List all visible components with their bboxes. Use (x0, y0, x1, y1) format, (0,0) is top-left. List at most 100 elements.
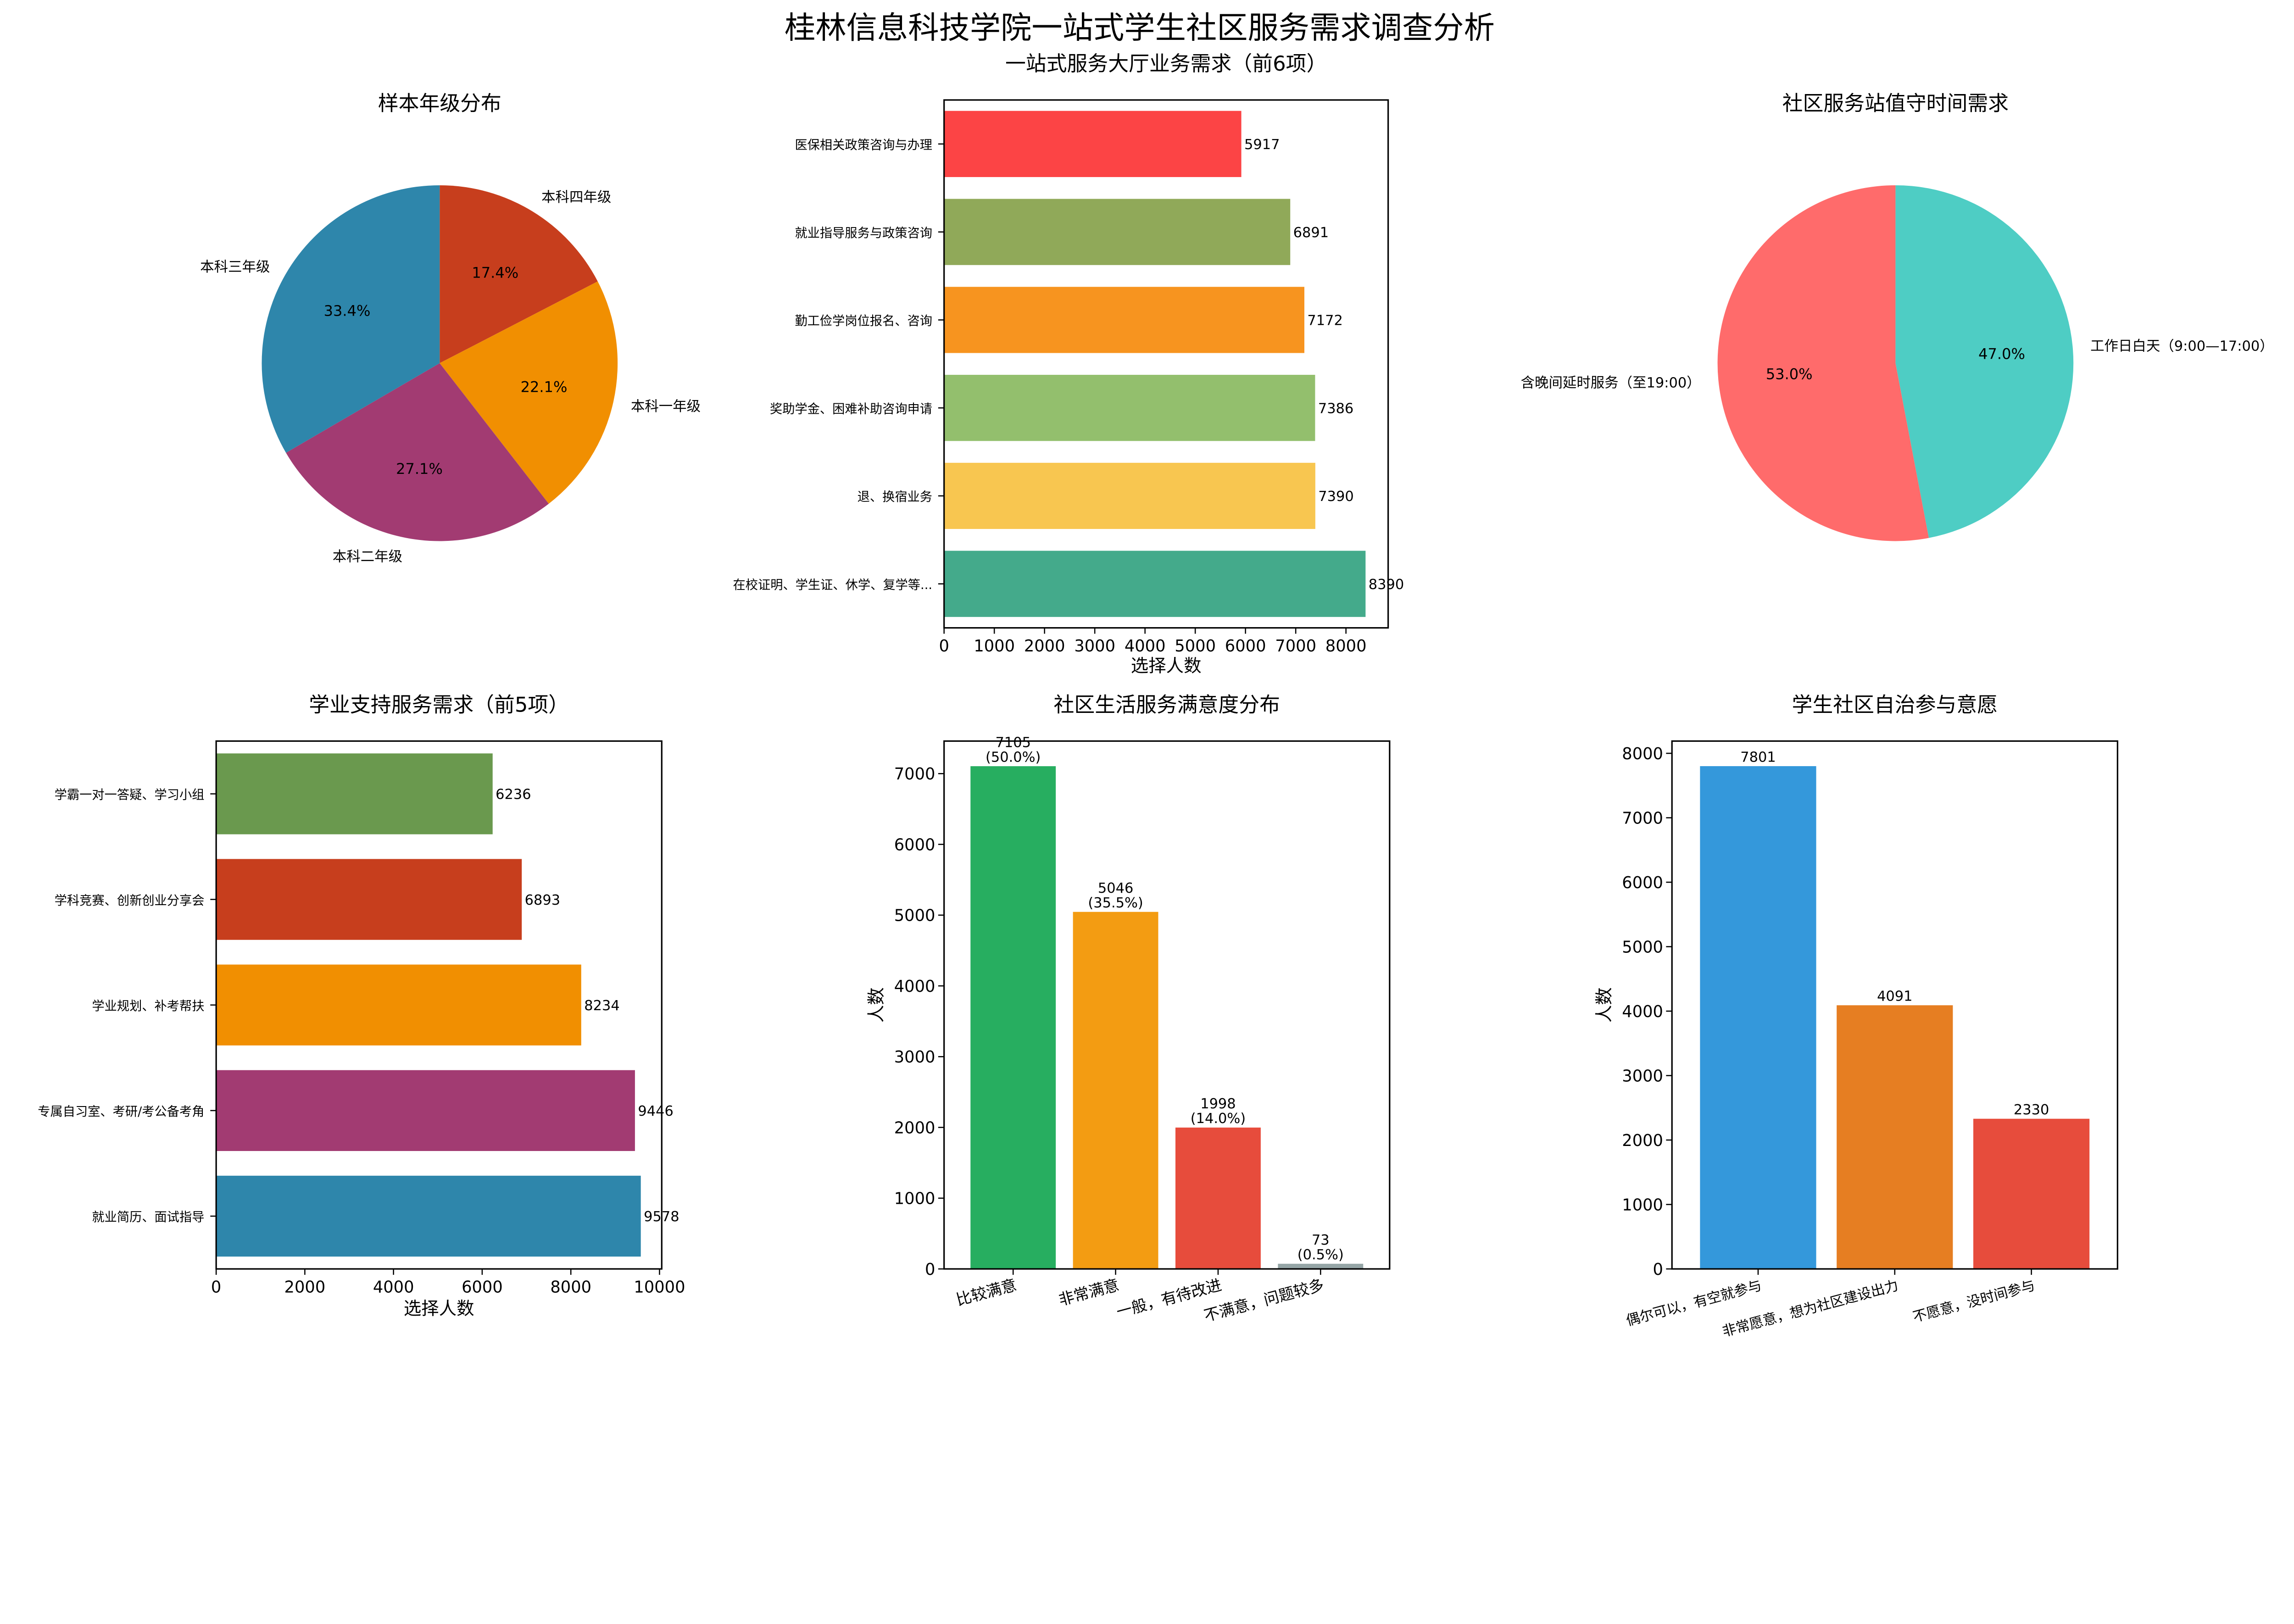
slice-label: 本科四年级 (541, 189, 611, 206)
y-tick-label: 在校证明、学生证、休学、复学等... (733, 578, 932, 592)
bar-value-label: 8234 (584, 998, 619, 1014)
bar (216, 964, 581, 1046)
y-tick-label: 就业简历、面试指导 (92, 1210, 204, 1224)
axes-frame (943, 740, 1391, 1270)
bar-value-label: 8390 (1369, 577, 1404, 593)
y-tick-label: 就业指导服务与政策咨询 (795, 226, 932, 240)
bar-value-label: 7105 (995, 734, 1030, 751)
bar-value-label: 9446 (638, 1103, 673, 1119)
bar (1837, 1005, 1953, 1269)
horizontal-bar-chart: 学业支持服务需求（前5项） 6236 学霸一对一答疑、学习小组 6893 学科竞赛、创新… (38, 692, 685, 1319)
bar-value-label: 6236 (496, 787, 531, 803)
bar (944, 111, 1242, 177)
x-tick-label: 0 (211, 1278, 221, 1296)
x-tick-label: 5000 (1175, 637, 1216, 656)
bar (1073, 912, 1158, 1269)
vertical-bar-chart: 社区生活服务满意度分布7105(50.0%)比较满意5046(35.5%)非常满… (866, 692, 1391, 1325)
slice-label: 本科三年级 (200, 259, 270, 275)
bar-value-label: 4091 (1877, 989, 1912, 1005)
slice-percent-label: 27.1% (396, 460, 443, 478)
pie-slice (1895, 185, 2074, 538)
x-tick-label: 2000 (1024, 637, 1065, 656)
axes-frame (215, 740, 663, 1270)
pie-slice (1717, 185, 1929, 541)
slice-percent-label: 33.4% (324, 302, 371, 320)
bar (1700, 766, 1816, 1269)
bar-value-label: 7390 (1318, 489, 1353, 505)
y-tick-label: 0 (925, 1260, 935, 1279)
slice-label: 工作日白天（9:00—17:00） (2090, 338, 2274, 354)
bar-value-label: 2330 (2014, 1102, 2049, 1118)
bar-value-label: 6893 (525, 892, 560, 908)
chart-title: 一站式服务大厅业务需求（前6项） (1005, 51, 1327, 76)
y-tick-label: 4000 (1622, 1002, 1663, 1021)
slice-percent-label: 17.4% (472, 264, 518, 282)
chart-title: 社区服务站值守时间需求 (1782, 91, 2009, 115)
pie-slice (440, 185, 598, 363)
x-tick-label: 8000 (1325, 637, 1367, 656)
bar (944, 375, 1315, 441)
bar-value-label: 5046 (1098, 880, 1133, 896)
y-tick-label: 0 (1653, 1260, 1663, 1279)
horizontal-bar-chart: 一站式服务大厅业务需求（前6项） 5917 医保相关政策咨询与办理 6891 就业指导服… (733, 51, 1404, 677)
y-tick-label: 专属自习室、考研/考公备考角 (38, 1105, 204, 1119)
chart-title: 社区生活服务满意度分布 (1054, 692, 1280, 717)
x-tick-label: 6000 (1225, 637, 1266, 656)
y-tick-label: 5000 (894, 907, 935, 925)
x-tick-label: 7000 (1275, 637, 1316, 656)
x-tick-label: 2000 (284, 1278, 326, 1296)
y-tick-label: 7000 (894, 765, 935, 784)
y-tick-label: 6000 (894, 835, 935, 854)
y-tick-label: 勤工俭学岗位报名、咨询 (795, 314, 932, 328)
slice-percent-label: 53.0% (1766, 365, 1813, 383)
bar-value-label: (0.5%) (1297, 1247, 1344, 1263)
x-tick-label: 0 (939, 637, 949, 656)
y-tick-label: 医保相关政策咨询与办理 (795, 138, 932, 152)
pie-slice (262, 185, 440, 453)
axes-frame (943, 99, 1389, 629)
chart-title: 学生社区自治参与意愿 (1792, 692, 1998, 717)
bar-value-label: 6891 (1293, 225, 1329, 241)
y-tick-label: 1000 (894, 1190, 935, 1208)
y-tick-label: 学霸一对一答疑、学习小组 (55, 788, 205, 802)
bar-value-label: (35.5%) (1088, 895, 1143, 911)
bar (944, 199, 1291, 265)
bar-value-label: 5917 (1244, 137, 1280, 153)
bar-value-label: 7386 (1318, 400, 1353, 417)
y-tick-label: 4000 (894, 977, 935, 996)
chart-title: 学业支持服务需求（前5项） (309, 692, 569, 717)
bar-value-label: 7801 (1740, 749, 1776, 765)
bar-value-label: 73 (1312, 1232, 1330, 1248)
y-tick-label: 6000 (1622, 873, 1663, 892)
y-tick-label: 奖助学金、困难补助咨询申请 (770, 402, 932, 416)
bar (1175, 1127, 1261, 1269)
x-tick-label: 3000 (1074, 637, 1115, 656)
bar (216, 753, 493, 834)
y-axis-label: 人数 (1594, 987, 1615, 1023)
x-tick-label: 6000 (462, 1278, 503, 1296)
bar (970, 766, 1056, 1269)
slice-percent-label: 47.0% (1978, 345, 2025, 363)
bar (216, 1175, 641, 1257)
pie-slice (286, 363, 549, 541)
y-tick-label: 3000 (1622, 1067, 1663, 1085)
bar (1973, 1118, 2090, 1269)
pie-slice (440, 281, 618, 504)
x-tick-label: 10000 (634, 1278, 685, 1296)
bar-value-label: (14.0%) (1191, 1111, 1246, 1127)
slice-percent-label: 22.1% (521, 378, 568, 396)
y-tick-label: 1000 (1622, 1196, 1663, 1214)
axes-frame (1671, 740, 2118, 1270)
bar (944, 287, 1304, 353)
figure-title: 桂林信息科技学院一站式学生社区服务需求调查分析 (785, 10, 1495, 45)
bar (1278, 1263, 1364, 1269)
bar-value-label: (50.0%) (986, 750, 1041, 766)
y-tick-label: 8000 (1622, 745, 1663, 763)
y-tick-label: 学业规划、补考帮扶 (92, 999, 204, 1013)
x-tick-label: 1000 (974, 637, 1015, 656)
slice-label: 本科二年级 (333, 549, 402, 565)
bar (944, 462, 1315, 529)
y-tick-label: 2000 (1622, 1131, 1663, 1150)
y-tick-label: 退、换宿业务 (857, 490, 932, 504)
